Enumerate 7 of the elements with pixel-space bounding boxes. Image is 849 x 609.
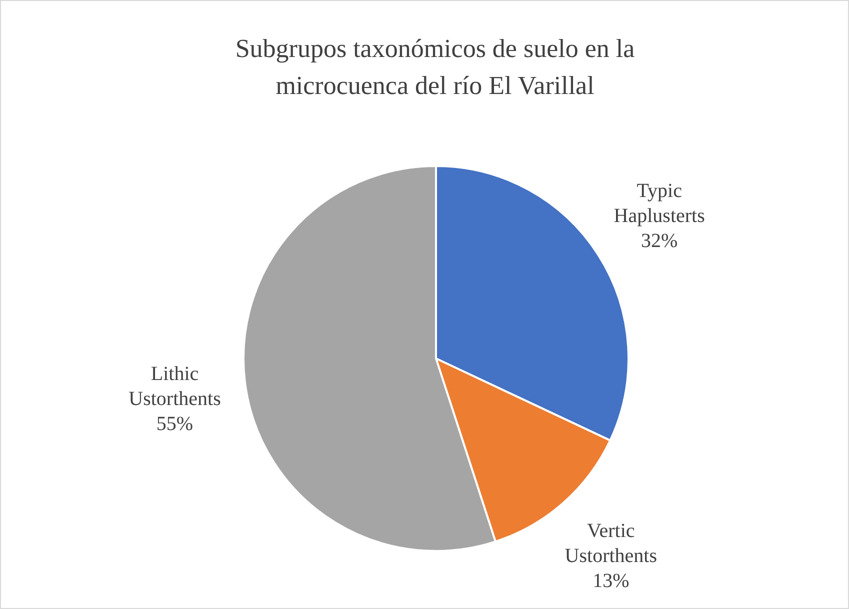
slice-label: Vertic Ustorthents xyxy=(564,520,658,568)
data-label: 13% xyxy=(592,570,630,592)
chart-title: Subgrupos taxonómicos de suelo en la microcuenca del río El Varillal xyxy=(235,34,636,100)
slice-label: Lithic Ustorthents xyxy=(128,363,222,410)
data-label: 55% xyxy=(156,413,194,436)
data-label: 32% xyxy=(640,230,678,252)
slice-label: Typic Haplusterts xyxy=(614,180,706,228)
